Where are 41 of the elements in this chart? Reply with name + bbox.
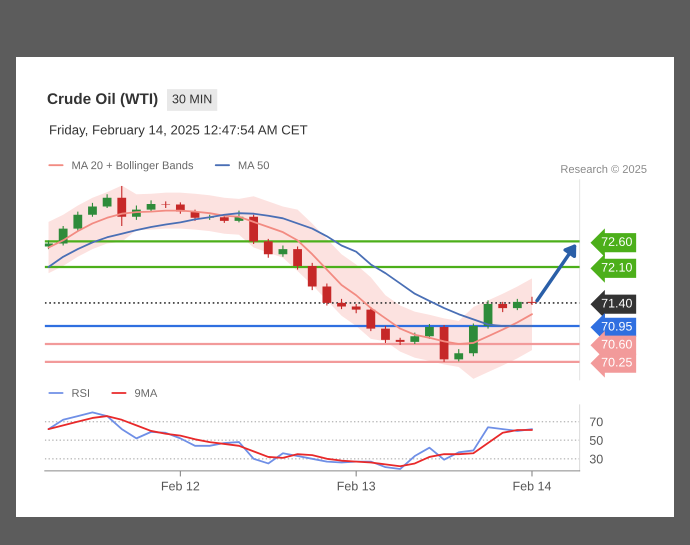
legend-label: MA 20 + Bollinger Bands <box>72 161 194 172</box>
candlestick <box>161 200 170 209</box>
candlestick <box>381 325 390 344</box>
candlestick <box>264 238 273 258</box>
candlestick <box>366 306 376 332</box>
y-tick-label: 70.95 <box>602 322 632 331</box>
legend-label: MA 50 <box>238 161 270 170</box>
candlestick <box>352 303 361 314</box>
y-tick-label: 30 <box>590 454 603 464</box>
candlestick <box>425 323 434 340</box>
candlestick <box>454 348 464 362</box>
candlestick <box>308 262 317 291</box>
y-tick-label: 70 <box>590 417 603 426</box>
candlestick <box>293 246 302 270</box>
chart-subtitle: 30 MIN <box>172 94 212 104</box>
candlestick <box>337 298 346 310</box>
candlestick <box>88 202 97 218</box>
y-tick-label: 72.10 <box>602 262 632 272</box>
candlestick <box>278 244 288 258</box>
x-tick-label: Feb 14 <box>514 481 552 490</box>
y-tick-label: 50 <box>590 436 603 445</box>
candlestick <box>146 200 156 212</box>
x-tick-label: Feb 13 <box>338 481 376 490</box>
candlestick <box>322 282 332 306</box>
candlestick <box>512 298 522 311</box>
chart-title: Crude Oil (WTI) <box>48 92 158 108</box>
candlestick <box>410 332 420 345</box>
y-tick-label: 71.40 <box>602 298 632 308</box>
line-series <box>48 212 533 327</box>
candlestick <box>73 211 82 232</box>
legend-label: 9MA <box>135 389 158 397</box>
candlestick <box>102 194 112 209</box>
y-tick-label: 70.60 <box>602 340 632 349</box>
text: Friday, February 14, 2025 12:47:54 AM CET <box>50 124 308 138</box>
x-tick-label: Feb 12 <box>162 481 200 490</box>
candlestick <box>484 300 492 330</box>
y-tick-label: 72.60 <box>602 237 632 246</box>
legend-label: RSI <box>72 389 90 397</box>
y-tick-label: 70.25 <box>602 358 632 367</box>
candlestick <box>498 301 508 313</box>
text: Research © 2025 <box>561 164 647 173</box>
